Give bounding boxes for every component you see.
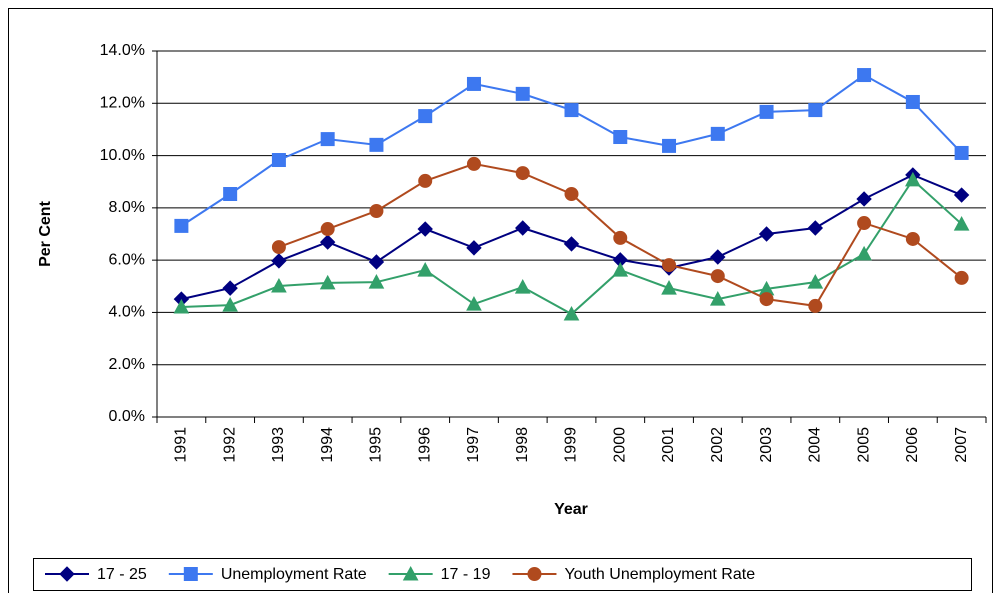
data-point bbox=[466, 240, 482, 256]
data-point bbox=[856, 191, 872, 207]
x-tick-label: 2006 bbox=[904, 427, 921, 463]
data-point bbox=[173, 298, 190, 314]
x-tick-label: 2001 bbox=[660, 427, 677, 463]
data-point bbox=[466, 296, 482, 311]
data-point bbox=[223, 187, 238, 202]
y-tick-label: 14.0% bbox=[100, 42, 145, 59]
x-tick-label: 1994 bbox=[319, 427, 336, 463]
data-point bbox=[369, 203, 384, 218]
data-point bbox=[759, 104, 774, 119]
x-tick-label: 1999 bbox=[563, 427, 580, 463]
data-point bbox=[418, 173, 433, 188]
data-point bbox=[514, 279, 531, 294]
y-tick-label: 12.0% bbox=[100, 95, 145, 112]
data-point bbox=[954, 145, 969, 160]
data-point bbox=[953, 216, 970, 231]
data-point bbox=[466, 156, 481, 171]
x-tick-label: 1992 bbox=[221, 427, 238, 463]
data-point bbox=[905, 94, 920, 109]
data-point bbox=[563, 305, 580, 321]
y-tick-label: 6.0% bbox=[109, 251, 145, 268]
x-tick-label: 2005 bbox=[855, 427, 872, 463]
data-point bbox=[807, 220, 824, 236]
data-point bbox=[174, 218, 189, 233]
data-point bbox=[905, 171, 921, 187]
legend-marker bbox=[527, 567, 542, 581]
y-tick-label: 4.0% bbox=[109, 304, 145, 321]
data-point bbox=[710, 126, 725, 141]
data-point bbox=[271, 277, 287, 293]
x-tick-label: 1997 bbox=[465, 427, 482, 463]
legend-label: Unemployment Rate bbox=[221, 566, 367, 583]
y-tick-label: 8.0% bbox=[109, 199, 145, 216]
data-point bbox=[271, 153, 286, 168]
legend-marker bbox=[59, 566, 75, 582]
data-point bbox=[320, 132, 335, 147]
data-point bbox=[758, 226, 775, 242]
data-point bbox=[369, 137, 384, 152]
x-tick-label: 1991 bbox=[173, 427, 190, 463]
legend-label: Youth Unemployment Rate bbox=[564, 566, 755, 583]
data-point bbox=[368, 274, 385, 289]
x-tick-label: 1996 bbox=[416, 427, 433, 463]
data-point bbox=[319, 274, 336, 290]
data-point bbox=[564, 103, 579, 118]
data-point bbox=[613, 130, 628, 145]
data-point bbox=[320, 222, 335, 237]
legend-label: 17 - 19 bbox=[441, 566, 491, 583]
data-point bbox=[857, 216, 872, 231]
data-point bbox=[710, 269, 725, 284]
data-point bbox=[612, 262, 629, 277]
x-tick-label: 1998 bbox=[514, 427, 531, 463]
data-point bbox=[662, 258, 677, 273]
chart-frame bbox=[8, 8, 993, 598]
y-tick-label: 0.0% bbox=[109, 408, 145, 425]
data-point bbox=[418, 109, 433, 124]
data-point bbox=[271, 240, 286, 255]
x-tick-label: 1993 bbox=[270, 427, 287, 463]
data-point bbox=[368, 254, 385, 270]
data-point bbox=[222, 280, 238, 296]
data-point bbox=[759, 292, 774, 307]
data-point bbox=[662, 138, 677, 153]
x-tick-label: 2000 bbox=[611, 427, 628, 463]
data-point bbox=[709, 291, 726, 306]
y-tick-label: 2.0% bbox=[109, 356, 145, 373]
data-point bbox=[417, 262, 434, 277]
legend-label: 17 - 25 bbox=[97, 566, 147, 583]
data-point bbox=[710, 249, 726, 265]
data-point bbox=[808, 103, 823, 118]
data-point bbox=[515, 220, 531, 236]
data-point bbox=[515, 86, 530, 101]
data-point bbox=[466, 76, 481, 91]
data-point bbox=[515, 166, 530, 181]
legend-marker bbox=[402, 565, 419, 581]
data-point bbox=[808, 298, 823, 313]
data-point bbox=[856, 245, 872, 261]
series-line bbox=[180, 73, 963, 227]
data-point bbox=[905, 231, 920, 246]
data-point bbox=[661, 280, 677, 295]
legend-marker bbox=[183, 567, 198, 581]
y-tick-label: 10.0% bbox=[100, 147, 145, 164]
data-point bbox=[564, 187, 579, 202]
data-point bbox=[953, 187, 970, 203]
x-axis-label: Year bbox=[554, 501, 588, 518]
data-point bbox=[613, 230, 628, 245]
data-point bbox=[807, 274, 824, 289]
x-tick-label: 2003 bbox=[758, 427, 775, 463]
data-point bbox=[319, 234, 336, 250]
x-tick-label: 1995 bbox=[368, 427, 385, 463]
data-point bbox=[954, 270, 969, 285]
data-point bbox=[417, 221, 433, 237]
data-point bbox=[271, 253, 287, 269]
data-point bbox=[857, 68, 872, 83]
x-tick-label: 2007 bbox=[953, 427, 970, 463]
data-point bbox=[563, 236, 580, 252]
x-tick-label: 2004 bbox=[807, 427, 824, 463]
x-tick-label: 2002 bbox=[709, 427, 726, 463]
data-point bbox=[222, 297, 238, 312]
y-axis-label: Per Cent bbox=[37, 200, 54, 266]
